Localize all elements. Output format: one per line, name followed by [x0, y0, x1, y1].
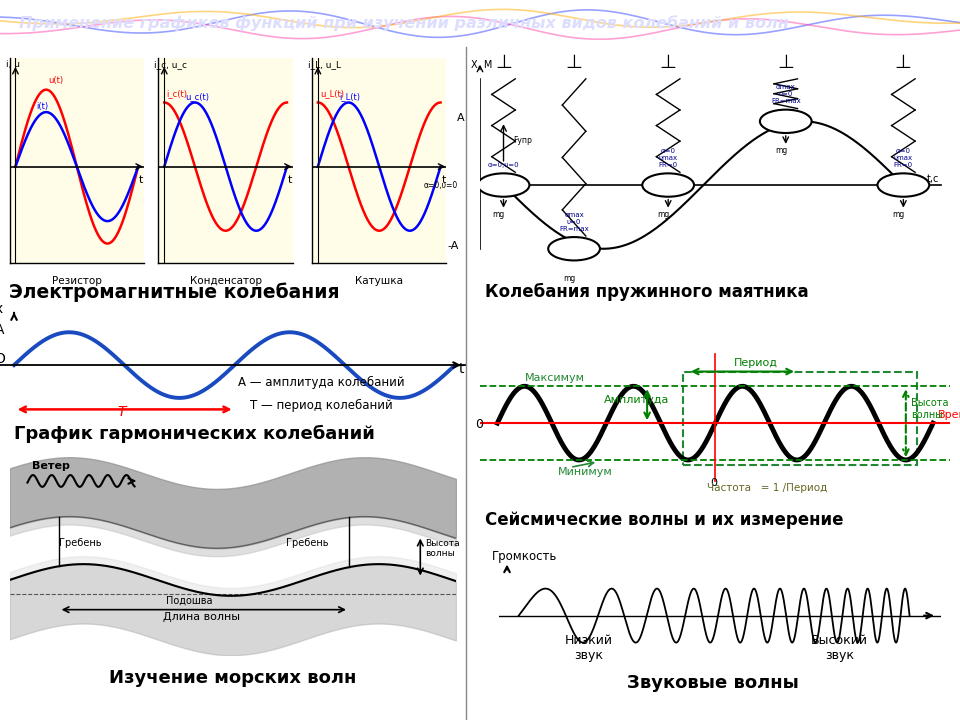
Text: mg: mg [775, 146, 787, 156]
Text: i_L, u_L: i_L, u_L [308, 60, 341, 69]
Text: i_c(t): i_c(t) [166, 89, 187, 98]
Text: mg: mg [564, 274, 575, 283]
Text: Fупр: Fупр [513, 135, 532, 145]
Text: i_L(t): i_L(t) [339, 92, 360, 102]
Text: А — амплитуда колебаний: А — амплитуда колебаний [238, 376, 405, 389]
Text: u_L(t): u_L(t) [320, 89, 344, 98]
Text: Электромагнитные колебания: Электромагнитные колебания [10, 282, 340, 302]
Text: Звуковые волны: Звуковые волны [627, 674, 799, 691]
Text: ⊥: ⊥ [660, 53, 677, 72]
Text: Конденсатор: Конденсатор [190, 276, 261, 286]
Text: i_c, u_c: i_c, u_c [155, 60, 187, 69]
Text: Колебания пружинного маятника: Колебания пружинного маятника [485, 283, 808, 302]
Text: Громкость: Громкость [492, 550, 557, 563]
Text: i, u: i, u [6, 60, 20, 69]
Text: u(t): u(t) [48, 76, 63, 85]
Text: -A: -A [447, 240, 459, 251]
Text: Гребень: Гребень [59, 539, 101, 549]
Text: ⊥: ⊥ [495, 53, 512, 72]
Circle shape [548, 237, 600, 261]
Text: ⊥: ⊥ [778, 53, 794, 72]
Text: Длина волны: Длина волны [163, 611, 240, 621]
Text: ⊥: ⊥ [565, 53, 583, 72]
Text: mg: mg [893, 210, 904, 219]
Text: X, M: X, M [470, 60, 492, 71]
Text: Низкий
звук: Низкий звук [565, 634, 613, 662]
Text: Амплитуда: Амплитуда [604, 395, 669, 405]
Text: t: t [442, 175, 445, 184]
Text: i(t): i(t) [36, 102, 49, 111]
Text: Период: Период [733, 358, 778, 368]
Text: 0: 0 [710, 478, 717, 487]
Text: Минимум: Минимум [558, 467, 612, 477]
Text: Сейсмические волны и их измерение: Сейсмические волны и их измерение [485, 511, 844, 528]
Text: Катушка: Катушка [355, 276, 403, 286]
Text: Ветер: Ветер [32, 461, 70, 471]
Text: Подошва: Подошва [166, 595, 212, 606]
Text: mg: mg [658, 210, 669, 219]
Text: Высота
волны: Высота волны [424, 539, 460, 558]
Text: t,c: t,c [927, 174, 939, 184]
Text: α=0,υ=0: α=0,υ=0 [488, 162, 519, 168]
Text: Гребень: Гребень [286, 539, 329, 549]
Text: α=0
υmax
FR=0: α=0 υmax FR=0 [894, 148, 913, 168]
Text: Частота   = 1 /Период: Частота = 1 /Период [707, 483, 827, 493]
Text: Применение графиков функций при изучении различных видов колебаний и волн: Применение графиков функций при изучении… [19, 16, 789, 31]
Text: Высота
волны: Высота волны [911, 398, 948, 420]
Text: αmax
υ=0
FR=max: αmax υ=0 FR=max [560, 212, 588, 232]
Text: t: t [288, 175, 292, 184]
Text: O: O [0, 353, 6, 366]
Text: x: x [0, 302, 3, 315]
Text: 0: 0 [475, 418, 483, 431]
Circle shape [478, 174, 529, 197]
Text: Т — период колебаний: Т — период колебаний [251, 398, 393, 412]
Circle shape [642, 174, 694, 197]
Text: t: t [139, 175, 143, 184]
Text: Резистор: Резистор [52, 276, 102, 286]
Text: αmax
υ=0
FR=max: αmax υ=0 FR=max [771, 84, 801, 104]
Text: Максимум: Максимум [524, 373, 585, 383]
Text: α=0,υ=0: α=0,υ=0 [423, 181, 458, 190]
Text: Время: Время [938, 410, 960, 420]
Text: u_c(t): u_c(t) [185, 92, 209, 102]
Text: Изучение морских волн: Изучение морских волн [109, 668, 356, 687]
Text: α=0
υmax
FR=0: α=0 υmax FR=0 [659, 148, 678, 168]
Text: Высокий
звук: Высокий звук [810, 634, 868, 662]
Text: T: T [117, 405, 126, 419]
Text: t: t [459, 362, 464, 377]
Text: mg: mg [492, 210, 505, 219]
Text: График гармонических колебаний: График гармонических колебаний [14, 425, 374, 443]
Circle shape [760, 109, 811, 133]
Circle shape [877, 174, 929, 197]
Text: A: A [457, 113, 464, 123]
Text: ⊥: ⊥ [895, 53, 912, 72]
Text: A: A [0, 323, 4, 337]
